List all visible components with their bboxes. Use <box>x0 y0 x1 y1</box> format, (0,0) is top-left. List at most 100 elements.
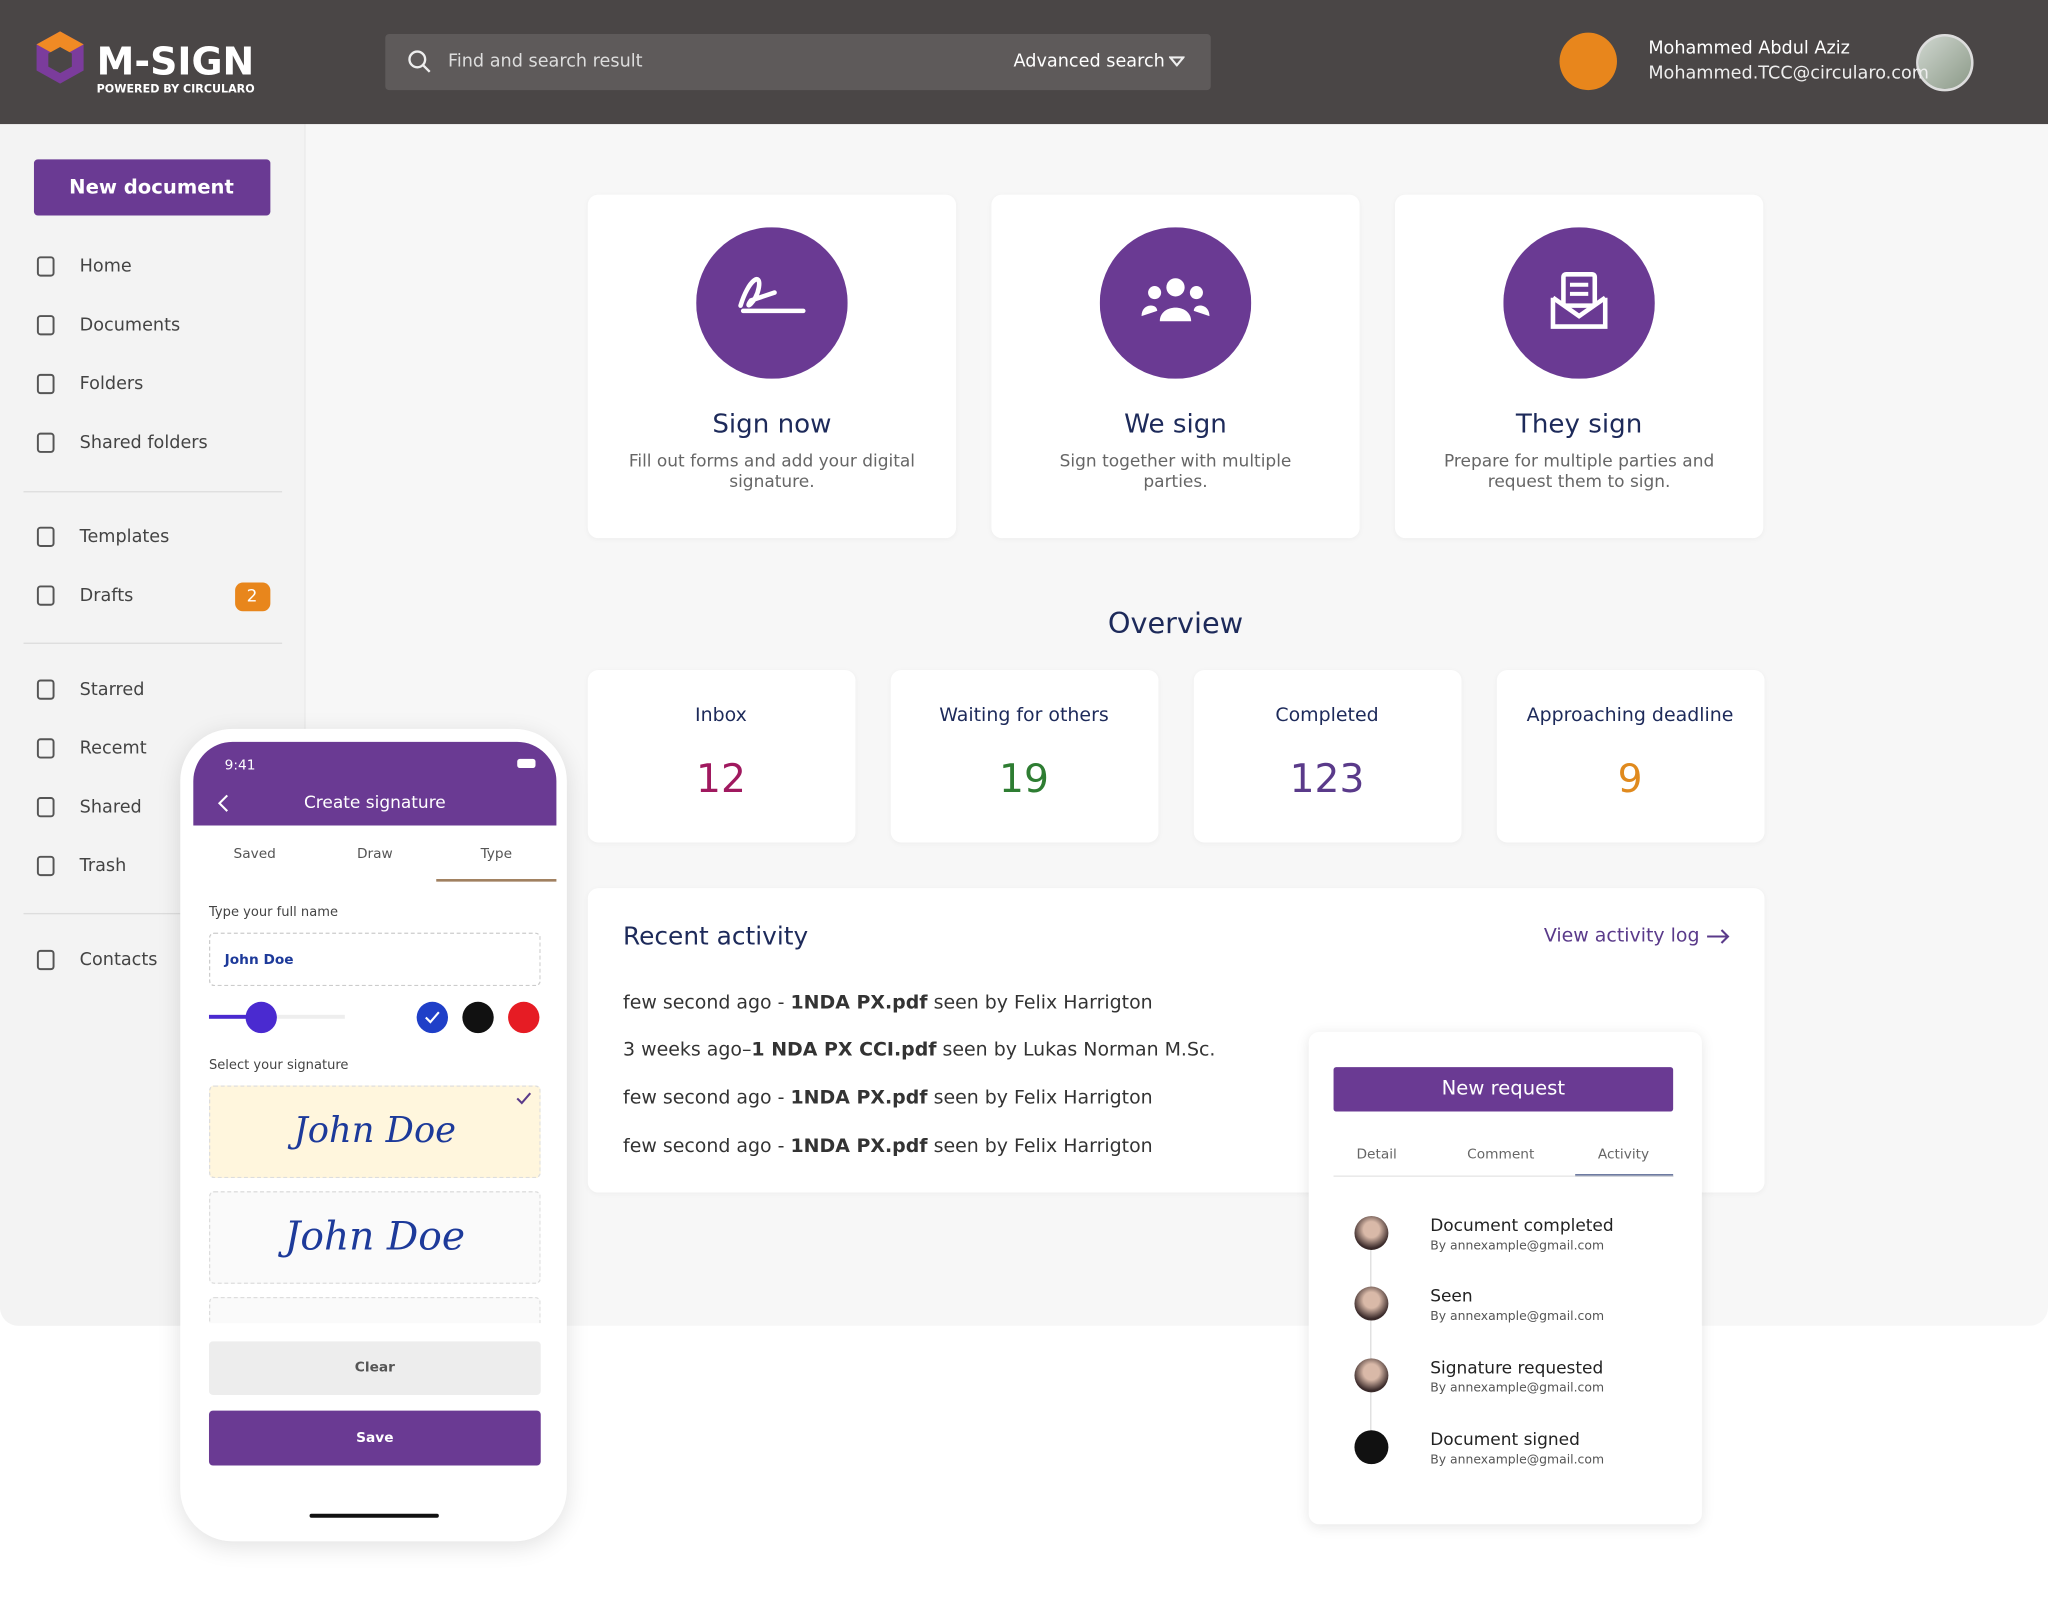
check-icon <box>425 1011 440 1024</box>
stat-label: Approaching deadline <box>1526 705 1734 727</box>
nav-item[interactable]: Shared folders <box>79 432 208 454</box>
stat-label: Waiting for others <box>939 705 1109 727</box>
nav-item[interactable]: Trash <box>79 855 127 877</box>
nav-item[interactable]: Recemt <box>79 737 147 759</box>
stat-value: 123 <box>1289 756 1365 803</box>
activity-file: 1NDA PX.pdf <box>790 992 928 1014</box>
stat-card[interactable] <box>587 670 856 843</box>
search-box[interactable] <box>385 33 1211 91</box>
event-title: Document completed <box>1430 1216 1614 1237</box>
logo-text: M-SIGN <box>96 39 255 84</box>
stat-card[interactable] <box>890 670 1159 843</box>
save-label[interactable]: Save <box>356 1430 394 1446</box>
request-tab[interactable]: Comment <box>1467 1146 1535 1163</box>
color-swatch[interactable] <box>416 1001 448 1034</box>
nav-item[interactable]: Starred <box>79 679 145 701</box>
activity-item: few second ago - 1NDA PX.pdf seen by Fel… <box>623 1136 1153 1157</box>
tab-underline <box>436 879 557 882</box>
user-avatar[interactable] <box>1916 33 1974 92</box>
new-request-button[interactable] <box>1333 1067 1674 1112</box>
request-tab[interactable]: Activity <box>1597 1146 1650 1163</box>
activity-text: seen by Felix Harrigton <box>927 1136 1153 1158</box>
divider <box>23 912 283 915</box>
nav-icon <box>36 855 55 877</box>
home-indicator <box>309 1513 439 1518</box>
color-swatch[interactable] <box>462 1001 494 1034</box>
event-avatar <box>1354 1430 1389 1465</box>
timeline <box>1370 1234 1372 1444</box>
select-label: Select your signature <box>208 1058 349 1073</box>
nav-item[interactable]: Drafts <box>79 585 134 607</box>
phone-tab[interactable]: Type <box>480 846 513 863</box>
activity-file: 1NDA PX.pdf <box>790 1136 928 1158</box>
action-title: They sign <box>1515 407 1643 439</box>
save-button[interactable] <box>208 1410 541 1466</box>
nav-icon <box>36 797 55 818</box>
back-icon <box>217 794 229 812</box>
tab-line <box>1333 1175 1674 1177</box>
action-description: Fill out forms and add your digital sign… <box>628 451 915 493</box>
drafts-badge <box>235 582 271 612</box>
stat-value: 12 <box>696 756 746 803</box>
stat-card[interactable] <box>1193 670 1462 843</box>
phone-status <box>517 758 536 768</box>
stat-label: Inbox <box>695 705 747 727</box>
nav-icon <box>36 738 55 759</box>
event-title: Document signed <box>1430 1430 1580 1451</box>
nav-icon <box>36 315 55 336</box>
event-avatar <box>1354 1215 1389 1250</box>
action-description: Sign together with multiple parties. <box>1059 451 1292 493</box>
color-swatch[interactable] <box>508 1001 540 1034</box>
event-avatar <box>1354 1358 1389 1393</box>
stat-value: 9 <box>1617 756 1643 803</box>
signature-option[interactable] <box>208 1191 541 1284</box>
activity-time: few second ago - <box>623 992 791 1014</box>
nav-item[interactable]: Folders <box>79 373 144 395</box>
phone-tab[interactable]: Saved <box>233 846 276 863</box>
action-description: Prepare for multiple parties and request… <box>1443 451 1715 493</box>
dropdown-icon <box>1168 56 1185 67</box>
stat-label: Completed <box>1275 705 1379 727</box>
action-title: We sign <box>1124 407 1227 439</box>
action-icon <box>696 227 848 379</box>
activity-item: 3 weeks ago–1 NDA PX CCI.pdf seen by Luk… <box>623 1040 1215 1061</box>
slider-thumb[interactable] <box>245 1001 277 1034</box>
phone-time: 9:41 <box>224 757 256 774</box>
signature-text: John Doe <box>293 1110 457 1152</box>
signature-option[interactable] <box>208 1085 541 1179</box>
nav-item[interactable]: Documents <box>79 314 181 336</box>
recent-title: Recent activity <box>623 922 809 951</box>
selected-check <box>516 1092 532 1105</box>
action-icon <box>1099 227 1252 379</box>
divider <box>23 642 283 644</box>
event-avatar <box>1354 1286 1389 1321</box>
new-document-button[interactable] <box>33 159 271 216</box>
drafts-badge-text: 2 <box>246 587 258 607</box>
activity-time: 3 weeks ago– <box>623 1039 752 1061</box>
clear-button[interactable] <box>208 1341 541 1395</box>
new-document-label[interactable]: New document <box>69 175 234 199</box>
search-placeholder: Find and search result <box>447 50 643 72</box>
phone-tab[interactable]: Draw <box>356 846 393 863</box>
nav-item[interactable]: Contacts <box>79 949 158 971</box>
phone: 9:41 Create signature Saved Draw Type Type yo… <box>180 728 567 1542</box>
overview-title: Overview <box>1107 607 1244 641</box>
activity-log-link[interactable]: View activity log <box>1543 926 1700 947</box>
nav-item[interactable]: Shared <box>79 796 142 818</box>
activity-file: 1 NDA PX CCI.pdf <box>751 1039 937 1061</box>
stat-card[interactable] <box>1496 670 1765 843</box>
status-dot <box>1559 32 1617 91</box>
activity-time: few second ago - <box>623 1136 791 1158</box>
advanced-search[interactable]: Advanced search <box>1013 50 1165 72</box>
name-input[interactable] <box>208 932 541 987</box>
activity-file: 1NDA PX.pdf <box>790 1087 928 1109</box>
clear-label[interactable]: Clear <box>354 1359 395 1376</box>
request-tab[interactable]: Detail <box>1356 1146 1397 1163</box>
new-request-label[interactable]: New request <box>1441 1076 1566 1100</box>
event-by: By annexample@gmail.com <box>1430 1238 1605 1254</box>
user-email: Mohammed.TCC@circularo.com <box>1648 62 1929 84</box>
activity-text: seen by Felix Harrigton <box>927 1087 1153 1109</box>
action-title: Sign now <box>712 407 832 439</box>
nav-item[interactable]: Templates <box>79 526 170 548</box>
nav-item[interactable]: Home <box>79 255 132 277</box>
